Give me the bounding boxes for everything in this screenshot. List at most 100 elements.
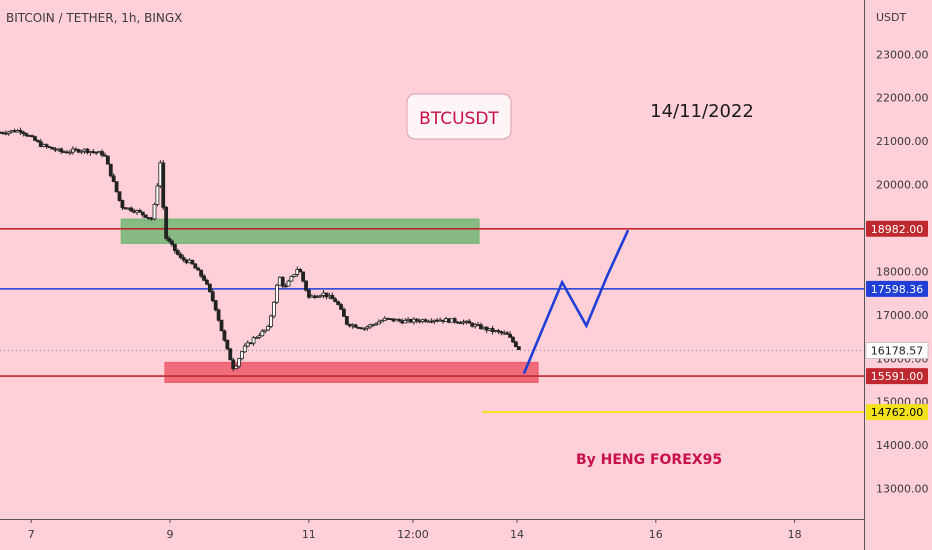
candle-body bbox=[213, 300, 218, 311]
candle-body bbox=[18, 130, 23, 133]
candle-body bbox=[129, 207, 134, 212]
candle-body bbox=[379, 320, 384, 323]
candle-body bbox=[103, 154, 107, 157]
candle-body bbox=[257, 335, 262, 338]
candle-body bbox=[210, 291, 215, 302]
candle-body bbox=[175, 250, 180, 255]
candle-body bbox=[216, 309, 221, 321]
candle-body bbox=[193, 263, 198, 269]
symbol-box: BTCUSDT bbox=[406, 93, 512, 140]
candle-body bbox=[374, 323, 378, 326]
x-tick-label: 12:00 bbox=[397, 528, 429, 541]
y-tick-label: 14000.00 bbox=[876, 439, 929, 452]
candle-body bbox=[301, 271, 306, 282]
candle-body bbox=[114, 181, 119, 193]
candle-body bbox=[266, 325, 271, 331]
candle-body bbox=[336, 301, 341, 305]
y-tick-label: 20000.00 bbox=[876, 179, 929, 192]
candle-body bbox=[70, 148, 75, 153]
candle-body bbox=[397, 319, 402, 322]
candle-body bbox=[324, 292, 329, 298]
candle-body bbox=[196, 267, 201, 271]
candle-body bbox=[237, 358, 241, 367]
candle-body bbox=[207, 283, 212, 293]
candle-body bbox=[231, 359, 236, 370]
candle-body bbox=[164, 206, 169, 239]
candle-body bbox=[423, 319, 428, 322]
candle-body bbox=[85, 148, 90, 154]
candle-body bbox=[333, 298, 338, 303]
y-tick-label: 22000.00 bbox=[876, 92, 929, 105]
support-price-tag bbox=[866, 368, 928, 385]
target-price-tag bbox=[866, 404, 928, 421]
candle-body bbox=[44, 144, 49, 148]
x-tick-label: 16 bbox=[649, 528, 663, 541]
author-annotation: By HENG FOREX95 bbox=[576, 452, 722, 468]
y-tick-label: 21000.00 bbox=[876, 135, 929, 148]
candle-body bbox=[514, 341, 518, 347]
candle-body bbox=[298, 269, 303, 273]
candle-body bbox=[111, 175, 116, 183]
candle-body bbox=[272, 301, 276, 317]
candle-body bbox=[6, 131, 11, 134]
candle-body bbox=[245, 342, 250, 347]
x-tick-label: 18 bbox=[788, 528, 802, 541]
y-tick-label: 17000.00 bbox=[876, 309, 929, 322]
candle-body bbox=[339, 304, 343, 310]
candle-body bbox=[254, 336, 259, 339]
candle-body bbox=[496, 330, 501, 333]
candle-body bbox=[304, 280, 308, 291]
candle-body bbox=[50, 146, 55, 150]
x-tick-label: 11 bbox=[302, 528, 316, 541]
candle-body bbox=[202, 275, 206, 281]
candle-body bbox=[205, 279, 209, 285]
candle-body bbox=[161, 162, 166, 208]
candle-body bbox=[100, 151, 104, 156]
candle-body bbox=[289, 276, 294, 282]
candle-body bbox=[170, 240, 174, 245]
candle-body bbox=[190, 259, 195, 265]
candle-body bbox=[467, 320, 472, 324]
symbol-box-frame bbox=[406, 93, 512, 140]
date-annotation: 14/11/2022 bbox=[650, 101, 754, 122]
candle-body bbox=[222, 330, 227, 341]
candle-body bbox=[105, 155, 110, 165]
resistance-price-label: 18982.00 bbox=[871, 223, 924, 236]
candle-body bbox=[490, 328, 495, 333]
candle-body bbox=[242, 345, 247, 353]
candle-body bbox=[178, 253, 183, 258]
target-price-label: 14762.00 bbox=[871, 406, 924, 419]
projection-path bbox=[522, 229, 630, 375]
y-tick-label: 13000.00 bbox=[876, 483, 929, 496]
candle-body bbox=[219, 319, 224, 332]
candle-body bbox=[33, 136, 37, 141]
last-price-label: 16178.57 bbox=[871, 345, 924, 358]
candle-body bbox=[24, 133, 29, 136]
candle-body bbox=[155, 185, 160, 205]
candle-body bbox=[274, 284, 279, 303]
last-price-tag bbox=[865, 342, 929, 359]
candle-body bbox=[181, 257, 186, 261]
candle-body bbox=[344, 316, 349, 325]
demand-zone bbox=[164, 361, 539, 383]
candle-body bbox=[292, 273, 297, 277]
candle-body bbox=[225, 339, 230, 350]
candle-body bbox=[228, 348, 233, 361]
x-tick-label: 9 bbox=[167, 528, 174, 541]
candle-body bbox=[143, 214, 148, 218]
candle-body bbox=[499, 331, 504, 334]
candle-body bbox=[167, 237, 171, 242]
candle-body bbox=[30, 135, 34, 138]
candle-body bbox=[377, 321, 381, 325]
candle-body bbox=[263, 329, 268, 332]
x-tick-label: 7 bbox=[28, 528, 35, 541]
candle-body bbox=[353, 324, 358, 328]
candle-body bbox=[315, 296, 320, 299]
candle-body bbox=[117, 191, 122, 201]
pivot-price-tag bbox=[866, 280, 928, 297]
candle-body bbox=[68, 151, 72, 154]
symbol-label: BITCOIN / TETHER, 1h, BINGX bbox=[6, 11, 182, 25]
candle-body bbox=[152, 203, 157, 220]
